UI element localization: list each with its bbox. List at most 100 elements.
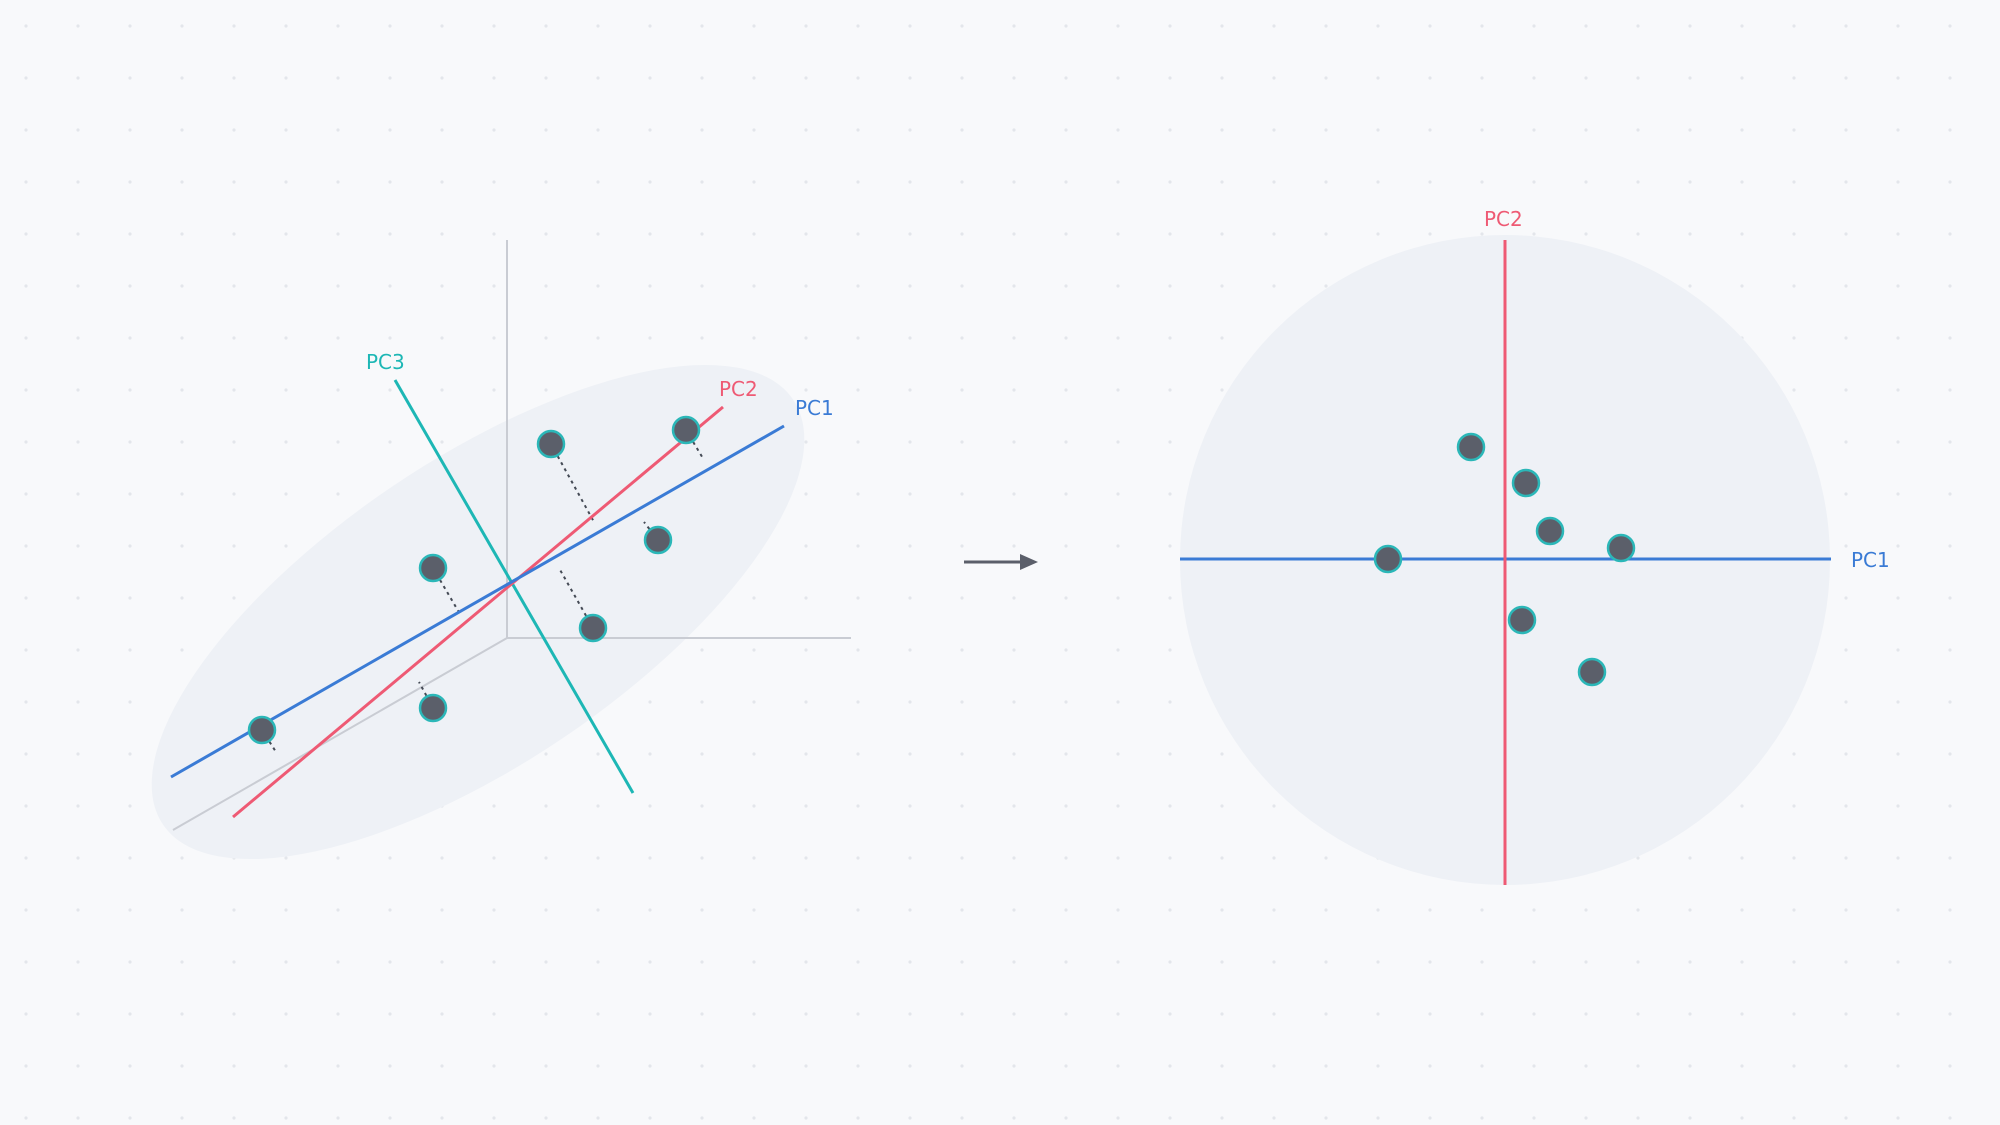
grid-dot xyxy=(1584,960,1588,964)
grid-dot xyxy=(1480,232,1484,236)
grid-dot xyxy=(960,440,964,444)
grid-dot xyxy=(180,284,184,288)
grid-dot xyxy=(544,752,548,756)
grid-dot xyxy=(544,856,548,860)
grid-dot xyxy=(232,596,236,600)
grid-dot xyxy=(648,24,652,28)
grid-dot xyxy=(752,596,756,600)
grid-dot xyxy=(1532,232,1536,236)
grid-dot xyxy=(856,1064,860,1068)
grid-dot xyxy=(336,856,340,860)
grid-dot xyxy=(1272,128,1276,132)
grid-dot xyxy=(596,1064,600,1068)
grid-dot xyxy=(960,752,964,756)
grid-dot xyxy=(1272,1064,1276,1068)
grid-dot xyxy=(856,804,860,808)
grid-dot xyxy=(492,180,496,184)
grid-dot xyxy=(1792,180,1796,184)
grid-dot xyxy=(596,752,600,756)
grid-dot xyxy=(440,856,444,860)
grid-dot xyxy=(128,1116,132,1120)
grid-dot xyxy=(1376,180,1380,184)
grid-dot xyxy=(1012,336,1016,340)
grid-dot xyxy=(128,1064,132,1068)
grid-dot xyxy=(908,128,912,132)
grid-dot xyxy=(232,440,236,444)
grid-dot xyxy=(1064,648,1068,652)
grid-dot xyxy=(752,804,756,808)
grid-dot xyxy=(1168,232,1172,236)
grid-dot xyxy=(76,1012,80,1016)
grid-dot xyxy=(492,284,496,288)
grid-dot xyxy=(1532,128,1536,132)
grid-dot xyxy=(1532,960,1536,964)
grid-dot xyxy=(440,336,444,340)
grid-dot xyxy=(700,1116,704,1120)
grid-dot xyxy=(76,700,80,704)
grid-dot xyxy=(1948,752,1952,756)
grid-dot xyxy=(336,232,340,236)
grid-dot xyxy=(544,1012,548,1016)
grid-dot xyxy=(1844,804,1848,808)
grid-dot xyxy=(1948,24,1952,28)
grid-dot xyxy=(232,24,236,28)
grid-dot xyxy=(960,1012,964,1016)
grid-dot xyxy=(1948,1116,1952,1120)
grid-dot xyxy=(908,544,912,548)
grid-dot xyxy=(440,1116,444,1120)
grid-dot xyxy=(596,1116,600,1120)
grid-dot xyxy=(1428,1012,1432,1016)
grid-dot xyxy=(960,232,964,236)
grid-dot xyxy=(908,596,912,600)
grid-dot xyxy=(1116,180,1120,184)
grid-dot xyxy=(24,76,28,80)
grid-dot xyxy=(752,908,756,912)
grid-dot xyxy=(544,388,548,392)
grid-dot xyxy=(1896,76,1900,80)
grid-dot xyxy=(1116,232,1120,236)
grid-dot xyxy=(1272,76,1276,80)
grid-dot xyxy=(700,804,704,808)
grid-dot xyxy=(804,76,808,80)
grid-dot xyxy=(180,336,184,340)
grid-dot xyxy=(1688,856,1692,860)
grid-dot xyxy=(1012,648,1016,652)
grid-dot xyxy=(1792,128,1796,132)
grid-dot xyxy=(1064,752,1068,756)
grid-dot xyxy=(1688,908,1692,912)
grid-dot xyxy=(648,1116,652,1120)
grid-dot xyxy=(284,1116,288,1120)
grid-dot xyxy=(596,856,600,860)
grid-dot xyxy=(1792,856,1796,860)
grid-dot xyxy=(1844,752,1848,756)
grid-dot xyxy=(1584,1116,1588,1120)
grid-dot xyxy=(1844,232,1848,236)
grid-dot xyxy=(1376,908,1380,912)
grid-dot xyxy=(908,752,912,756)
grid-dot xyxy=(492,388,496,392)
grid-dot xyxy=(960,960,964,964)
grid-dot xyxy=(1272,856,1276,860)
grid-dot xyxy=(284,24,288,28)
grid-dot xyxy=(284,492,288,496)
grid-dot xyxy=(1844,856,1848,860)
grid-dot xyxy=(1012,284,1016,288)
grid-dot xyxy=(1480,180,1484,184)
grid-dot xyxy=(388,180,392,184)
grid-dot xyxy=(752,232,756,236)
grid-dot xyxy=(1428,1064,1432,1068)
grid-dot xyxy=(232,232,236,236)
grid-dot xyxy=(1116,596,1120,600)
grid-dot xyxy=(492,908,496,912)
grid-dot xyxy=(1064,180,1068,184)
grid-dot xyxy=(180,1116,184,1120)
grid-dot xyxy=(1688,1116,1692,1120)
grid-dot xyxy=(1584,908,1588,912)
grid-dot xyxy=(76,856,80,860)
grid-dot xyxy=(1376,128,1380,132)
data-point xyxy=(671,415,701,445)
grid-dot xyxy=(1740,284,1744,288)
projected-point xyxy=(1606,533,1636,563)
grid-dot xyxy=(24,856,28,860)
grid-dot xyxy=(1688,180,1692,184)
